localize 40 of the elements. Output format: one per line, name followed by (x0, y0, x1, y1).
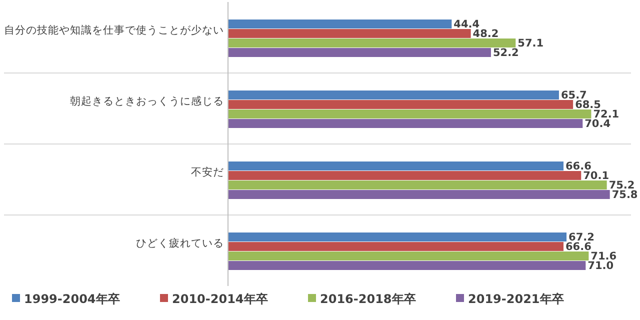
bar (228, 162, 564, 170)
y-tick-label: ひどく疲れている (136, 236, 224, 250)
data-label: 65.7 (560, 90, 587, 102)
bar (228, 261, 586, 270)
bar (228, 90, 559, 100)
data-label: 72.1 (593, 108, 620, 120)
data-label: 52.2 (492, 47, 519, 59)
bar (228, 242, 564, 251)
bar (228, 48, 491, 57)
data-label: 75.2 (608, 180, 635, 192)
legend-label: 2019-2021年卒 (468, 292, 564, 306)
y-tick-label: 朝起きるときおっくうに感じる (70, 94, 224, 108)
bar (228, 110, 592, 118)
data-label: 57.1 (518, 38, 544, 50)
bar (228, 29, 471, 38)
bar (228, 232, 567, 242)
bar (228, 180, 607, 190)
data-label: 70.4 (584, 118, 611, 130)
bar (228, 100, 574, 109)
bar (228, 171, 582, 180)
data-label: 68.5 (575, 99, 601, 111)
y-tick-label: 自分の技能や知識を仕事で使うことが少ない (4, 24, 224, 36)
data-label: 75.8 (612, 189, 638, 201)
data-label: 66.6 (565, 160, 592, 172)
bar (228, 190, 610, 199)
data-label: 48.2 (472, 28, 499, 40)
legend-label: 2010-2014年卒 (172, 292, 268, 306)
data-label: 66.6 (565, 241, 592, 253)
y-tick-label: 不安だ (191, 166, 224, 178)
legend-label: 2016-2018年卒 (320, 292, 416, 306)
bar (228, 119, 583, 128)
data-label: 67.2 (568, 232, 594, 244)
data-label: 70.1 (583, 170, 610, 182)
legend-label: 1999-2004年卒 (24, 292, 120, 306)
data-label: 71.6 (590, 250, 617, 262)
bar (228, 38, 516, 48)
data-label: 44.4 (454, 18, 480, 30)
bar (228, 252, 589, 260)
bar (228, 20, 452, 28)
data-label: 71.0 (588, 260, 614, 272)
